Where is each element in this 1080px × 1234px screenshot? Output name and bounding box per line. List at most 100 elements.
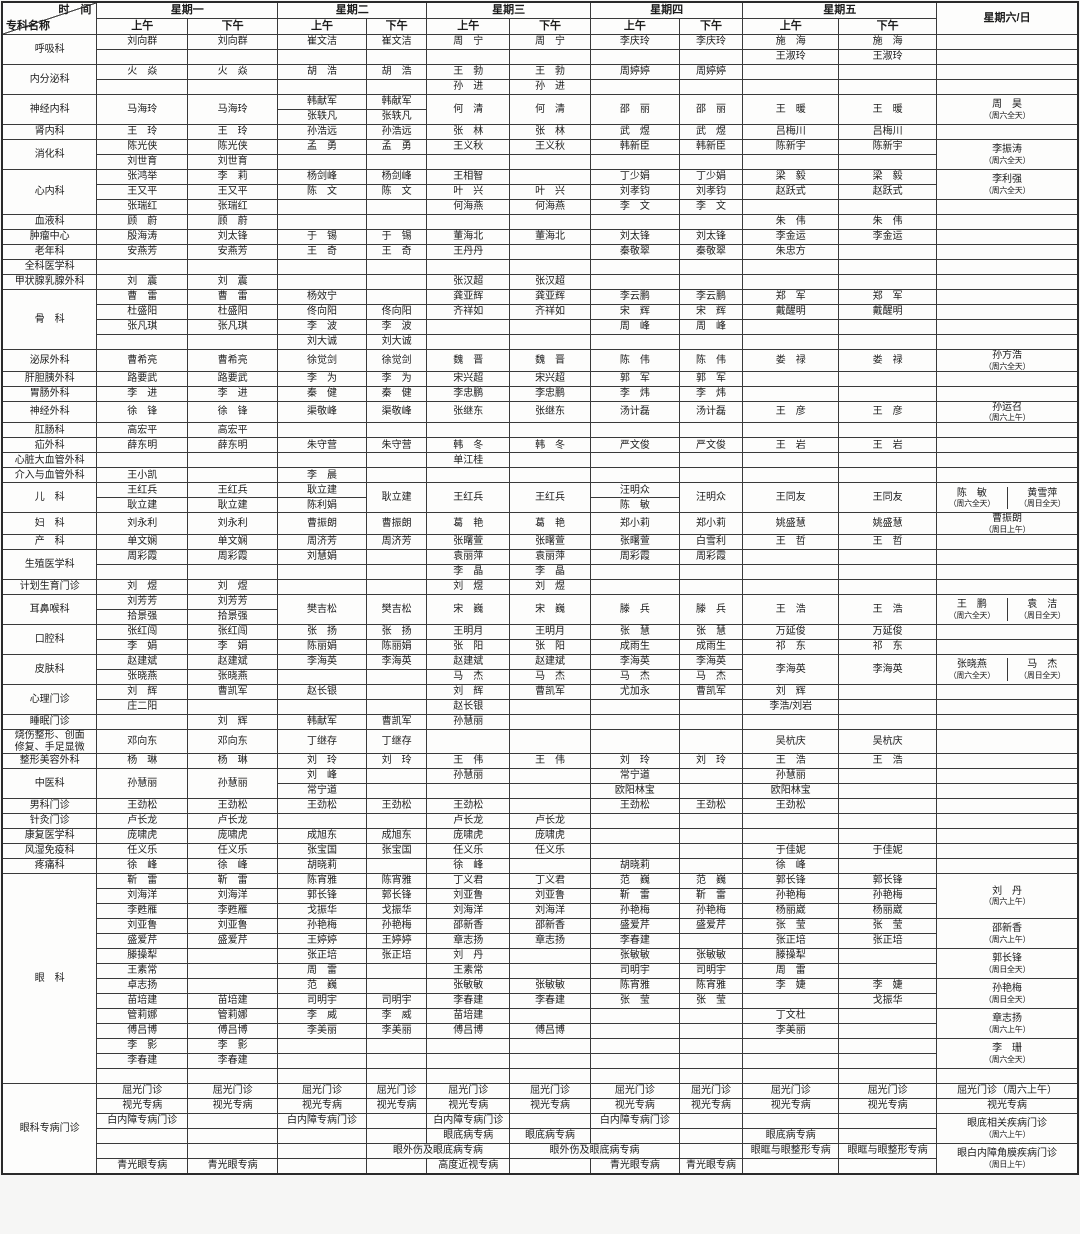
schedule-cell: 戴醒明 — [838, 304, 938, 320]
schedule-cell — [509, 154, 591, 170]
schedule-cell — [838, 1023, 938, 1040]
schedule-row: 眼外伤及眼底病专病 眼外伤及眼底病专病 眼眶与眼整形专病 眼眶与眼整形专病 眼白内障角膜… — [2, 1143, 1079, 1175]
schedule-cell: 顾 蔚 — [96, 214, 189, 230]
schedule-cell: 娄 禄 — [838, 349, 938, 372]
schedule-cell: 张红闯 — [187, 624, 279, 641]
schedule-cell — [742, 79, 840, 95]
schedule-cell — [187, 1128, 279, 1145]
schedule-cell: 孟 勇 — [277, 139, 367, 155]
schedule-cell: 姚盛慧 — [742, 512, 840, 536]
schedule-cell — [509, 467, 591, 484]
schedule-row: 中医科 孙慧丽 孙慧丽刘 峰孙慧丽 常宁道 孙慧丽 — [1, 768, 1079, 800]
schedule-cell: 拾景强 — [96, 609, 189, 626]
schedule-cell: 王婷婷 — [365, 933, 428, 950]
schedule-cell: 单文娴 — [187, 534, 279, 551]
schedule-cell: 刘孝钧 — [589, 184, 680, 200]
specialty-name: 疼痛科 — [1, 858, 98, 875]
schedule-cell — [936, 753, 1079, 770]
schedule-cell: 张正培 — [365, 948, 428, 965]
schedule-cell — [838, 1113, 938, 1130]
schedule-cell: 任义乐 — [187, 843, 279, 860]
schedule-cell: 李 晨 — [277, 467, 367, 484]
schedule-cell — [838, 564, 938, 581]
schedule-cell: 张继东 — [509, 400, 591, 424]
schedule-cell — [678, 214, 744, 230]
schedule-cell: 马海玲 — [187, 94, 279, 125]
schedule-cell: 司明宇 — [365, 993, 428, 1010]
schedule-cell — [96, 334, 189, 350]
schedule-cell — [742, 334, 840, 350]
schedule-cell: 郭长锋 — [742, 873, 840, 890]
schedule-cell — [589, 843, 680, 860]
schedule-cell — [838, 549, 938, 566]
schedule-cell: 庞啸虎 — [509, 828, 591, 845]
schedule-row: 全科医学科 — [1, 259, 1079, 275]
specialty-name: 康复医学科 — [1, 828, 98, 845]
schedule-cell: 齐祥如 — [426, 304, 511, 320]
schedule-cell: 张轶凡 — [365, 109, 428, 125]
schedule-cell: 武 煜 — [678, 124, 744, 140]
specialty-name: 血液科 — [1, 214, 98, 230]
schedule-cell — [277, 214, 367, 230]
schedule-cell: 刘 震 — [96, 274, 189, 290]
schedule-cell — [277, 1038, 367, 1055]
schedule-cell: 赵建斌 — [426, 654, 511, 671]
schedule-cell: 张 扬 — [365, 624, 428, 641]
schedule-cell: 李金运 — [838, 229, 938, 245]
schedule-cell: 葛 艳 — [509, 512, 591, 536]
schedule-cell — [365, 422, 428, 439]
schedule-cell — [678, 714, 744, 731]
schedule-row: 苗培建 苗培建 司明宇 司明宇 李春建 李春建张 莹张 莹戈振华 — [2, 993, 1078, 1010]
specialty-name: 皮肤科 — [1, 654, 98, 686]
schedule-cell — [936, 798, 1079, 815]
schedule-cell: 孙慧丽 — [742, 768, 840, 785]
schedule-cell: 刘海洋 — [96, 888, 189, 905]
schedule-cell: 郭长锋 — [838, 873, 938, 890]
specialty-name: 计划生育门诊 — [1, 579, 98, 596]
schedule-cell — [742, 1113, 840, 1130]
schedule-cell: 刘亚鲁 — [426, 888, 511, 905]
schedule-cell: 韩献军 — [277, 714, 367, 731]
schedule-cell: 张 林 — [509, 124, 591, 140]
specialty-name: 全科医学科 — [1, 259, 98, 275]
schedule-cell: 王素常 — [426, 963, 511, 980]
schedule-cell — [589, 1038, 680, 1055]
schedule-cell — [277, 1128, 367, 1145]
schedule-cell: 徐觉剑 — [365, 349, 428, 372]
schedule-cell — [838, 579, 938, 596]
schedule-cell: 胡 浩 — [365, 64, 428, 80]
schedule-cell: 视光专病 — [838, 1098, 938, 1115]
schedule-cell: 视光专病 — [365, 1098, 428, 1115]
schedule-cell — [678, 49, 744, 65]
schedule-cell: 曹凯军 — [187, 684, 279, 701]
schedule-cell: 眼白内障角膜疾病门诊 （周日上午） — [936, 1143, 1079, 1175]
schedule-cell: 渠敬峰 — [277, 400, 367, 424]
schedule-row: 肛肠科 高宏平 高宏平 — [1, 422, 1079, 439]
schedule-cell: 王淑玲 — [742, 49, 840, 65]
schedule-cell: 汤计磊 — [589, 400, 680, 424]
schedule-cell: 常宁道 — [589, 768, 680, 785]
schedule-cell: 秦 健 — [365, 385, 428, 402]
schedule-row: 王淑玲 王淑玲 — [2, 49, 1079, 65]
schedule-cell — [426, 154, 511, 170]
schedule-cell: 杜盛阳 — [187, 304, 279, 320]
schedule-cell: 孙浩远 — [365, 124, 428, 140]
specialty-name: 烧伤整形、创面 修复、手足显微 — [1, 729, 98, 755]
schedule-cell — [365, 978, 428, 995]
schedule-cell: 渠敬峰 — [365, 400, 428, 424]
schedule-cell — [509, 699, 591, 716]
schedule-cell: 王 彦 — [742, 400, 840, 424]
schedule-cell — [426, 422, 511, 439]
schedule-cell: 视光专病 — [678, 1098, 744, 1115]
schedule-cell: 施 海 — [742, 34, 840, 50]
schedule-cell — [838, 1008, 938, 1025]
schedule-cell: 刘 玲 — [277, 753, 367, 770]
schedule-cell: 陈光侠 — [96, 139, 189, 155]
schedule-cell — [96, 1128, 189, 1145]
schedule-cell: 刘 煜 — [187, 579, 279, 596]
schedule-cell: 万延俊 — [742, 624, 840, 641]
schedule-cell — [589, 422, 680, 439]
schedule-cell — [936, 214, 1079, 230]
schedule-cell — [187, 1068, 279, 1085]
schedule-cell: 欧阳林宝 — [589, 783, 680, 800]
